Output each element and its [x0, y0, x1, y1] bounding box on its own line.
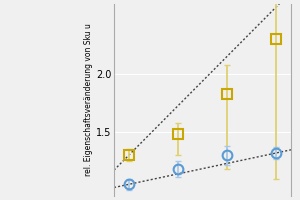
- Y-axis label: rel. Eigenschaftsveränderung von Sku u: rel. Eigenschaftsveränderung von Sku u: [84, 24, 93, 176]
